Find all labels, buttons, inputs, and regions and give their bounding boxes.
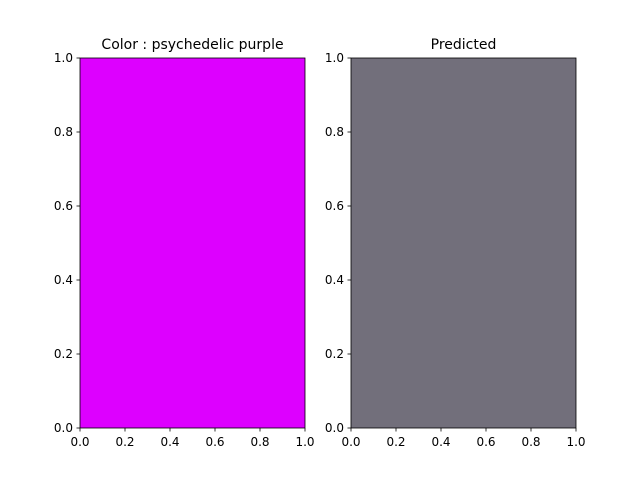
axes-predicted-color: Predicted 0.0 0.2 0.4 0.6 0.8 1.0 0.00.20.40.… (325, 37, 586, 449)
x-tick-label-actual: 0.2 (115, 435, 134, 449)
x-tick-label-predicted: 0.0 (341, 435, 360, 449)
x-tick-label-predicted: 0.4 (431, 435, 450, 449)
x-tick-label-predicted: 0.2 (386, 435, 405, 449)
y-tick-label-actual: 0.6 (54, 199, 73, 213)
y-tick-label-predicted: 0.2 (325, 347, 344, 361)
x-tick-label-actual: 0.8 (250, 435, 269, 449)
axes-frame-predicted (350, 57, 577, 429)
x-axis-predicted: 0.0 0.2 0.4 0.6 0.8 1.0 (341, 428, 586, 449)
y-tick-label-predicted: 1.0 (325, 51, 344, 65)
y-tick-label-actual: 0.4 (54, 273, 73, 287)
x-tick-label-predicted: 0.8 (521, 435, 540, 449)
axes-actual-color: Color : psychedelic purple 0.0 0.2 0.4 0.6 0… (54, 37, 315, 449)
y-tick-label-predicted: 0.6 (325, 199, 344, 213)
y-tick-label-actual: 0.2 (54, 347, 73, 361)
x-tick-label-actual: 1.0 (295, 435, 314, 449)
x-tick-label-actual: 0.6 (205, 435, 224, 449)
y-axis-actual: 0.0 0.2 0.4 0.6 0.8 1.0 (54, 51, 80, 435)
x-tick-label-predicted: 0.6 (476, 435, 495, 449)
y-tick-label-predicted: 0.0 (325, 421, 344, 435)
y-tick-label-predicted: 0.4 (325, 273, 344, 287)
x-tick-label-actual: 0.4 (160, 435, 179, 449)
chart-title-actual: Color : psychedelic purple (101, 37, 283, 53)
x-tick-label-actual: 0.0 (70, 435, 89, 449)
axes-frame-actual (79, 57, 306, 429)
y-axis-predicted: 0.0 0.2 0.4 0.6 0.8 1.0 (325, 51, 351, 435)
chart-title-predicted: Predicted (431, 37, 497, 53)
color-swatch-predicted (351, 58, 576, 428)
y-tick-label-actual: 0.8 (54, 125, 73, 139)
y-tick-label-actual: 1.0 (54, 51, 73, 65)
x-tick-label-predicted: 1.0 (566, 435, 585, 449)
y-tick-label-actual: 0.0 (54, 421, 73, 435)
color-swatch-actual (80, 58, 305, 428)
x-axis-actual: 0.0 0.2 0.4 0.6 0.8 1.0 (70, 428, 315, 449)
y-tick-label-predicted: 0.8 (325, 125, 344, 139)
